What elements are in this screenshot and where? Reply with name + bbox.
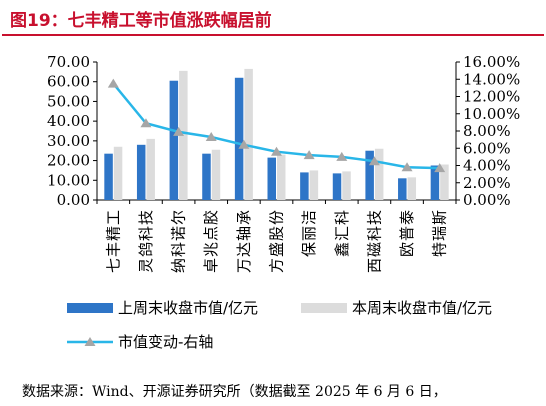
bar-this-week	[440, 164, 449, 200]
bar-last-week	[234, 77, 244, 200]
chart-x-labels: 七丰精工 灵鸽科技 纳科诺尔 卓兆点胶 万达轴承 方盛股份 保丽洁 鑫汇科 西磁科技 欧普泰 特瑞斯	[104, 209, 448, 273]
change-marker	[401, 162, 413, 172]
bar-this-week	[244, 68, 253, 201]
bar-this-week	[309, 170, 319, 200]
figure-title: 图19：七丰精工等市值涨跌幅居前	[2, 2, 544, 36]
y-right-tick-label: 2.00%	[463, 174, 511, 192]
bar-last-week	[202, 153, 211, 200]
y-left-tick-label: 50.00	[47, 92, 90, 110]
bar-this-week	[146, 138, 155, 200]
y-right-tick-label: 4.00%	[463, 157, 511, 175]
change-marker	[271, 146, 282, 156]
bar-this-week	[113, 146, 123, 200]
y-right-tick-label: 6.00%	[463, 139, 511, 157]
y-left-tick-label: 20.00	[47, 152, 90, 170]
bar-last-week	[430, 165, 440, 200]
x-tick-label: 特瑞斯	[431, 209, 449, 257]
legend-label-last-week: 上周末收盘市值/亿元	[118, 299, 258, 317]
x-tick-label: 西磁科技	[365, 209, 383, 273]
y-left-tick-label: 60.00	[47, 73, 90, 91]
y-left-tick-label: 10.00	[47, 171, 90, 189]
x-tick-label: 灵鸽科技	[137, 209, 155, 273]
bar-last-week	[365, 150, 374, 200]
bar-last-week	[169, 80, 179, 200]
legend-marker-change	[84, 337, 96, 346]
bar-last-week	[136, 144, 146, 200]
legend-swatch-last-week	[67, 303, 113, 313]
x-tick-label: 七丰精工	[104, 209, 122, 273]
change-marker	[205, 132, 217, 142]
bar-this-week	[374, 148, 384, 200]
x-tick-label: 方盛股份	[268, 209, 286, 273]
y-left-tick-label: 30.00	[47, 132, 90, 150]
x-tick-label: 鑫汇科	[333, 209, 351, 257]
change-marker	[107, 78, 119, 88]
y-right-tick-label: 16.00%	[463, 53, 520, 71]
y-right-tick-label: 0.00%	[463, 191, 511, 209]
x-tick-label: 纳科诺尔	[170, 209, 188, 273]
x-tick-label: 卓兆点胶	[202, 209, 220, 273]
bar-this-week	[407, 177, 417, 200]
change-marker	[303, 150, 315, 160]
bar-last-week	[332, 173, 342, 200]
chart-line	[107, 78, 446, 173]
legend-label-change: 市值变动-右轴	[118, 333, 213, 351]
change-marker	[238, 139, 250, 149]
bar-last-week	[398, 178, 407, 200]
y-left-tick-label: 0.00	[57, 191, 90, 209]
figure-title-text: 图19：七丰精工等市值涨跌幅居前	[10, 11, 272, 31]
chart-bars	[104, 68, 449, 201]
y-left-tick-label: 70.00	[47, 53, 90, 71]
y-right-tick-label: 14.00%	[463, 70, 520, 88]
bar-last-week	[267, 157, 276, 200]
x-tick-label: 欧普泰	[398, 209, 416, 257]
x-tick-label: 万达轴承	[235, 209, 253, 273]
y-right-tick-label: 10.00%	[463, 105, 520, 123]
bar-last-week	[300, 172, 309, 200]
bar-this-week	[211, 149, 221, 200]
change-marker	[140, 118, 152, 128]
y-right-tick-label: 8.00%	[463, 122, 511, 140]
change-marker	[173, 126, 185, 136]
y-left-tick-label: 40.00	[47, 112, 90, 130]
y-right-tick-label: 12.00%	[463, 88, 520, 106]
change-marker	[368, 156, 380, 166]
bar-this-week	[342, 171, 351, 200]
bar-last-week	[104, 153, 113, 200]
source-note: 数据来源：Wind、开源证券研究所（数据截至 2025 年 6 月 6 日，	[22, 384, 447, 400]
change-marker	[434, 163, 446, 173]
x-tick-label: 保丽洁	[300, 209, 318, 257]
bar-this-week	[277, 154, 286, 200]
legend-swatch-this-week	[301, 303, 347, 313]
legend-label-this-week: 本周末收盘市值/亿元	[352, 299, 492, 317]
change-marker	[336, 151, 348, 161]
